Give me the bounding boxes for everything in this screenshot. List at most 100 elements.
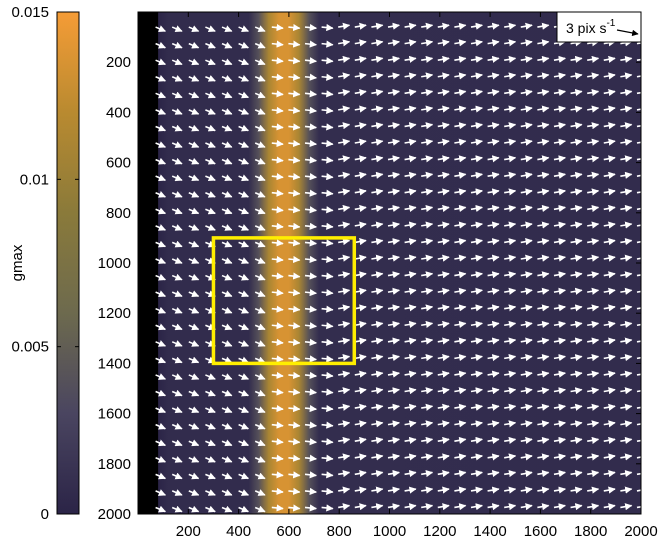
vector-arrow bbox=[636, 456, 641, 459]
vector-arrow bbox=[288, 471, 301, 479]
vector-arrow bbox=[238, 389, 250, 397]
vector-arrow bbox=[171, 323, 183, 331]
vector-arrow bbox=[454, 88, 467, 97]
vector-arrow bbox=[454, 486, 467, 494]
vector-arrow bbox=[288, 156, 301, 164]
vector-arrow bbox=[404, 486, 417, 494]
vector-arrow bbox=[603, 436, 616, 444]
vector-arrow bbox=[404, 238, 417, 246]
vector-arrow bbox=[155, 456, 167, 463]
vector-arrow bbox=[487, 72, 500, 80]
vector-arrow bbox=[437, 420, 450, 428]
vector-arrow bbox=[620, 387, 633, 395]
vector-arrow bbox=[537, 155, 550, 163]
vector-arrow bbox=[636, 472, 641, 476]
vector-arrow bbox=[387, 453, 400, 461]
vector-arrow bbox=[205, 41, 216, 49]
vector-arrow bbox=[321, 338, 334, 346]
vector-arrow bbox=[487, 254, 500, 262]
vector-arrow bbox=[470, 320, 483, 328]
vector-arrow bbox=[587, 436, 600, 444]
vector-arrow bbox=[537, 271, 550, 279]
vector-arrow bbox=[620, 105, 633, 113]
vector-arrow bbox=[620, 354, 633, 362]
vector-arrow bbox=[371, 469, 384, 478]
colorbar: 0 0.005 0.01 0.015 gmax bbox=[9, 4, 80, 523]
vector-arrow bbox=[421, 320, 434, 328]
vector-arrow bbox=[238, 174, 250, 182]
vector-arrow bbox=[238, 91, 250, 99]
vector-arrow bbox=[520, 188, 533, 196]
vector-arrow bbox=[288, 421, 301, 429]
vector-arrow bbox=[620, 503, 633, 511]
vector-arrow bbox=[288, 139, 301, 148]
vector-arrow bbox=[587, 370, 600, 378]
vector-arrow bbox=[288, 90, 301, 98]
vector-arrow bbox=[437, 221, 450, 229]
vector-arrow bbox=[188, 224, 200, 231]
vector-arrow bbox=[288, 355, 301, 363]
vector-arrow bbox=[620, 304, 633, 312]
vector-arrow bbox=[603, 486, 616, 494]
vector-arrow bbox=[387, 188, 400, 196]
vector-arrow bbox=[188, 108, 200, 115]
vector-arrow bbox=[188, 340, 200, 347]
vector-arrow bbox=[587, 403, 600, 411]
vector-arrow bbox=[454, 105, 467, 113]
vector-arrow bbox=[171, 505, 183, 513]
vector-arrow bbox=[155, 91, 167, 99]
vector-arrow bbox=[587, 204, 600, 213]
vector-arrow bbox=[338, 320, 351, 328]
vector-arrow bbox=[603, 469, 616, 478]
vector-arrow bbox=[636, 356, 641, 360]
vector-arrow bbox=[587, 271, 600, 279]
vector-arrow bbox=[636, 406, 641, 409]
vector-arrow bbox=[437, 122, 450, 130]
vector-arrow bbox=[171, 91, 183, 99]
vector-arrow bbox=[271, 90, 284, 98]
vector-arrow bbox=[371, 354, 384, 362]
vector-arrow bbox=[188, 273, 200, 281]
vector-arrow bbox=[620, 320, 633, 328]
vector-arrow bbox=[354, 503, 367, 511]
vector-arrow bbox=[421, 238, 434, 246]
vector-arrow bbox=[188, 157, 200, 165]
vector-arrow bbox=[570, 271, 583, 279]
vector-arrow bbox=[421, 105, 434, 113]
vector-arrow bbox=[404, 436, 417, 444]
vector-arrow bbox=[487, 22, 500, 30]
scale-key-arrow bbox=[616, 29, 639, 37]
y-tick-label: 200 bbox=[106, 54, 131, 71]
vector-arrow bbox=[271, 322, 284, 330]
x-tick-label: 600 bbox=[276, 523, 301, 540]
vector-arrow bbox=[304, 189, 317, 197]
vector-arrow bbox=[537, 39, 550, 47]
vector-arrow bbox=[338, 138, 351, 146]
vector-arrow bbox=[238, 273, 250, 281]
vector-arrow bbox=[221, 472, 233, 480]
vector-arrow bbox=[288, 255, 301, 264]
vector-arrow bbox=[587, 304, 600, 312]
colorbar-ticks: 0 0.005 0.01 0.015 bbox=[11, 4, 79, 523]
vector-arrow bbox=[553, 320, 566, 328]
vector-arrow bbox=[636, 224, 641, 227]
vector-arrow bbox=[304, 438, 317, 446]
vector-arrow bbox=[205, 422, 216, 430]
vector-arrow bbox=[470, 370, 483, 378]
vector-arrow bbox=[470, 354, 483, 362]
vector-arrow bbox=[504, 320, 517, 328]
vector-arrow bbox=[221, 290, 233, 298]
vector-arrow bbox=[271, 388, 284, 396]
vector-arrow bbox=[188, 240, 200, 248]
vector-arrow bbox=[271, 73, 284, 81]
vector-arrow bbox=[587, 287, 600, 295]
vector-arrow bbox=[553, 254, 566, 262]
vector-arrow bbox=[371, 370, 384, 378]
vector-arrow bbox=[354, 122, 367, 130]
vector-arrow bbox=[288, 371, 301, 380]
vector-arrow bbox=[454, 387, 467, 395]
vector-arrow bbox=[221, 191, 233, 198]
vector-arrow bbox=[288, 73, 301, 81]
vector-arrow bbox=[570, 503, 583, 511]
vector-arrow bbox=[238, 290, 250, 298]
